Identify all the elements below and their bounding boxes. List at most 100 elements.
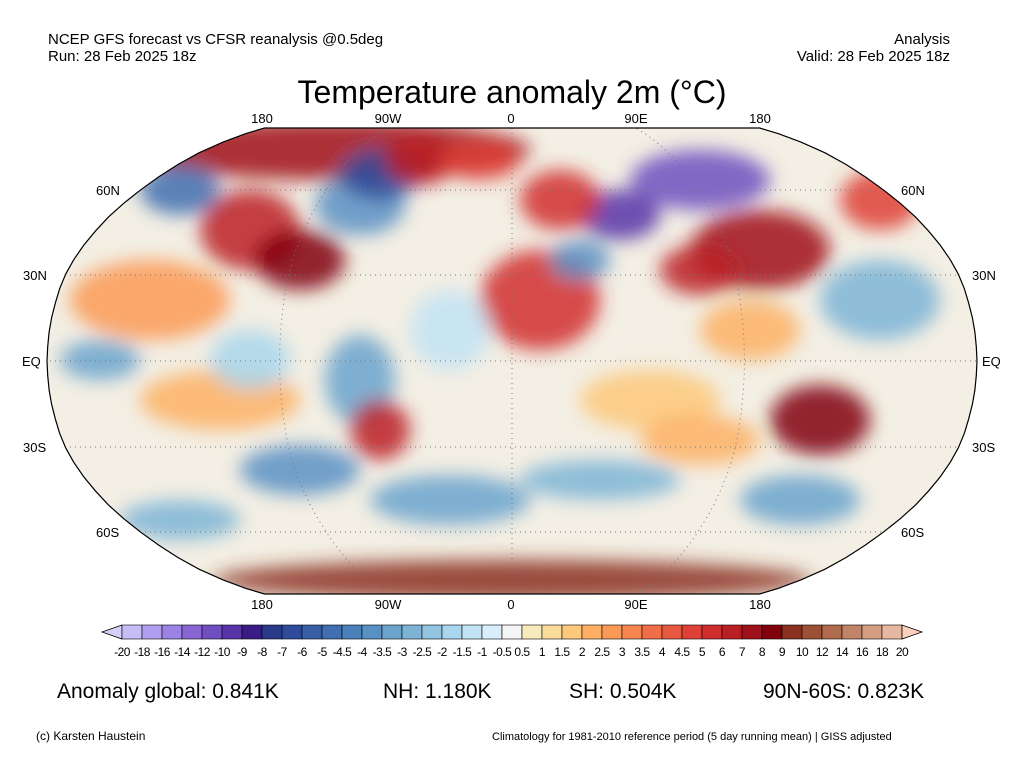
- climatology-note: Climatology for 1981-2010 reference peri…: [492, 731, 892, 743]
- colorbar-tick-label: -14: [174, 645, 190, 659]
- colorbar-bin: [821, 624, 843, 640]
- colorbar-bin: [161, 624, 183, 640]
- colorbar-tick-label: -2: [437, 645, 447, 659]
- anomaly-region: [210, 330, 290, 390]
- colorbar-tick-label: 2: [578, 645, 586, 659]
- credit: (c) Karsten Haustein: [36, 729, 146, 743]
- anomaly-region: [60, 340, 140, 380]
- anomaly-region: [350, 400, 410, 460]
- lat-label-left: EQ: [22, 354, 41, 369]
- colorbar-bin: [181, 624, 203, 640]
- colorbar-bin: [761, 624, 783, 640]
- colorbar-bin: [381, 624, 403, 640]
- colorbar-tick-label: -8: [257, 645, 267, 659]
- lat-label-right: 30N: [972, 268, 996, 283]
- colorbar-bin: [441, 624, 463, 640]
- colorbar-tick-label: 2.5: [594, 645, 610, 659]
- lat-label-left: 30N: [23, 268, 47, 283]
- anomaly-region: [440, 140, 520, 180]
- colorbar-under-arrow: [100, 624, 123, 640]
- model-title: NCEP GFS forecast vs CFSR reanalysis @0.…: [48, 31, 384, 48]
- colorbar-bin: [481, 624, 503, 640]
- colorbar-tick-label: -3.5: [372, 645, 392, 659]
- colorbar-tick-label: 18: [875, 645, 889, 659]
- colorbar-bin: [521, 624, 543, 640]
- colorbar-bin: [361, 624, 383, 640]
- lat-label-left: 30S: [23, 440, 47, 455]
- anomaly-region: [700, 300, 800, 360]
- run-time: Run: 28 Feb 2025 18z: [48, 48, 197, 65]
- lon-label-bottom: 180: [749, 597, 771, 612]
- lon-label-bottom: 0: [507, 597, 515, 612]
- anomaly-region: [630, 150, 770, 210]
- nh-anomaly: NH: 1.180K: [383, 680, 492, 703]
- anomaly-region: [520, 460, 680, 500]
- colorbar-bin: [261, 624, 283, 640]
- colorbar-bin: [861, 624, 883, 640]
- colorbar-tick-label: 8: [758, 645, 766, 659]
- anomaly-region: [820, 260, 940, 340]
- colorbar-bin: [801, 624, 823, 640]
- colorbar-tick-label: -7: [277, 645, 287, 659]
- colorbar-bin: [561, 624, 583, 640]
- anomaly-region: [580, 370, 720, 430]
- lon-label-bottom: 90W: [374, 597, 402, 612]
- colorbar-bin: [601, 624, 623, 640]
- colorbar-tick-label: -9: [237, 645, 247, 659]
- lon-label-top: 180: [749, 111, 771, 126]
- colorbar-bin: [581, 624, 603, 640]
- colorbar-tick-label: 3.5: [634, 645, 650, 659]
- colorbar-tick-label: 0.5: [514, 645, 530, 659]
- anomaly-region: [520, 170, 600, 230]
- colorbar-tick-label: 20: [895, 645, 909, 659]
- lat-label-left: 60S: [96, 525, 120, 540]
- colorbar-tick-label: -4.5: [332, 645, 352, 659]
- band-anomaly: 90N-60S: 0.823K: [763, 680, 925, 703]
- colorbar-bin: [201, 624, 223, 640]
- anomaly-region: [550, 240, 610, 280]
- colorbar-bin: [141, 624, 163, 640]
- colorbar-tick-label: -12: [194, 645, 210, 659]
- colorbar-tick-label: -16: [154, 645, 170, 659]
- lon-label-top: 90E: [624, 111, 648, 126]
- anomaly-region: [410, 290, 490, 370]
- lon-label-top: 90W: [374, 111, 402, 126]
- anomaly-region: [660, 245, 740, 295]
- colorbar-bin: [401, 624, 423, 640]
- colorbar-bin: [281, 624, 303, 640]
- lon-label-top: 180: [251, 111, 273, 126]
- colorbar-tick-label: -10: [214, 645, 230, 659]
- global-anomaly: Anomaly global: 0.841K: [57, 680, 279, 703]
- colorbar-tick-label: 6: [718, 645, 726, 659]
- colorbar-bin: [841, 624, 863, 640]
- lon-label-bottom: 180: [251, 597, 273, 612]
- anomaly-region: [770, 385, 870, 455]
- colorbar-tick-label: 10: [795, 645, 809, 659]
- colorbar-tick-label: 12: [815, 645, 829, 659]
- lat-label-right: EQ: [982, 354, 1001, 369]
- colorbar-bin: [701, 624, 723, 640]
- valid-time: Valid: 28 Feb 2025 18z: [796, 48, 950, 65]
- colorbar-bin: [881, 624, 903, 640]
- colorbar-bin: [501, 624, 523, 640]
- colorbar-bin: [301, 624, 323, 640]
- colorbar-bin: [621, 624, 643, 640]
- colorbar-tick-label: 3: [618, 645, 626, 659]
- colorbar-tick-label: -0.5: [492, 645, 512, 659]
- colorbar-tick-label: -6: [297, 645, 307, 659]
- anomaly-region: [240, 445, 360, 495]
- colorbar-tick-label: -3: [397, 645, 407, 659]
- lon-label-bottom: 90E: [624, 597, 648, 612]
- analysis-label: Analysis: [894, 31, 950, 48]
- map-outline: [46, 127, 978, 595]
- colorbar-tick-label: -1: [477, 645, 487, 659]
- colorbar-tick-label: -20: [114, 645, 130, 659]
- colorbar-bin: [341, 624, 363, 640]
- map-title: Temperature anomaly 2m (°C): [297, 74, 727, 110]
- anomaly-region: [255, 230, 345, 290]
- anomaly-region: [370, 475, 530, 525]
- colorbar-tick-label: -18: [134, 645, 150, 659]
